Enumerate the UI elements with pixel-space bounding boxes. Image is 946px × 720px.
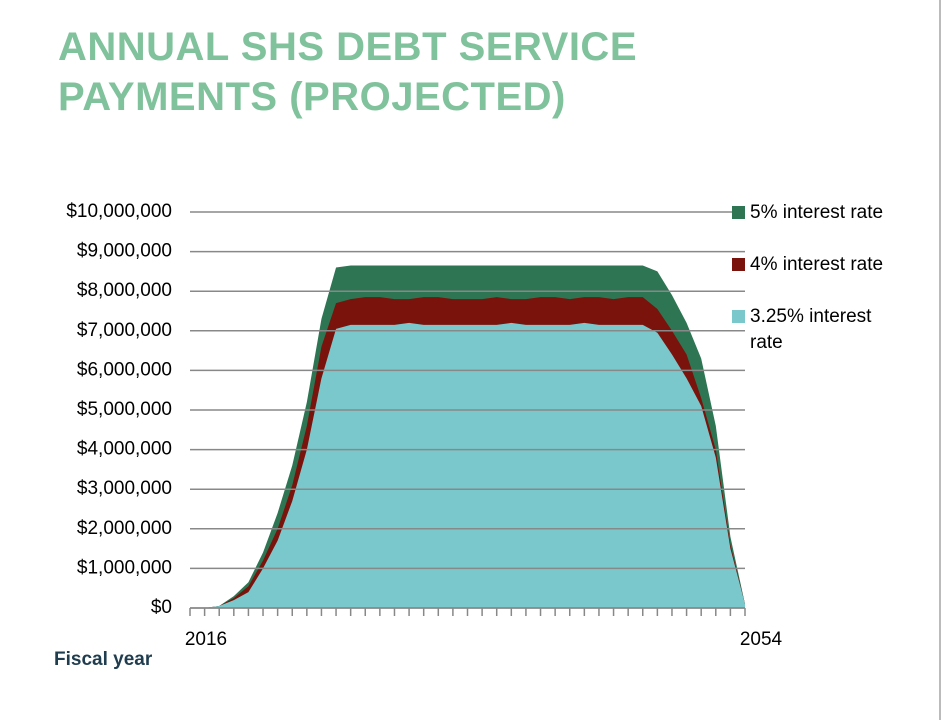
legend-swatch [732, 310, 745, 323]
x-tick-label: 2016 [185, 629, 227, 650]
legend-swatch [732, 206, 745, 219]
legend: 5% interest rate 4% interest rate 3.25% in… [730, 200, 890, 356]
y-tick-label: $7,000,000 [77, 320, 172, 341]
y-tick-label: $2,000,000 [77, 518, 172, 539]
legend-label: 4% interest rate [750, 254, 884, 275]
legend-swatch [732, 258, 745, 271]
y-tick-label: $4,000,000 [77, 439, 172, 460]
legend-entry: 5% interest rate [730, 200, 890, 252]
chart-title: ANNUAL SHS DEBT SERVICE PAYMENTS (PROJEC… [58, 25, 637, 119]
legend-entry: 4% interest rate [730, 252, 890, 304]
legend-label: 3.25% interest rate [750, 306, 872, 353]
y-tick-label: $9,000,000 [77, 241, 172, 262]
plot-areas [190, 265, 745, 608]
y-tick-label: $1,000,000 [77, 557, 172, 578]
y-tick-label: $0 [151, 597, 172, 618]
y-tick-label: $5,000,000 [77, 399, 172, 420]
area [190, 322, 745, 608]
y-tick-label: $8,000,000 [77, 280, 172, 301]
y-tick-label: $10,000,000 [66, 201, 172, 222]
x-axis-label: Fiscal year [54, 649, 153, 670]
legend-label: 5% interest rate [750, 202, 884, 223]
y-tick-label: $3,000,000 [77, 478, 172, 499]
legend-entry: 3.25% interest rate [730, 304, 890, 356]
x-tick-label: 2054 [740, 629, 783, 650]
y-tick-label: $6,000,000 [77, 359, 172, 380]
